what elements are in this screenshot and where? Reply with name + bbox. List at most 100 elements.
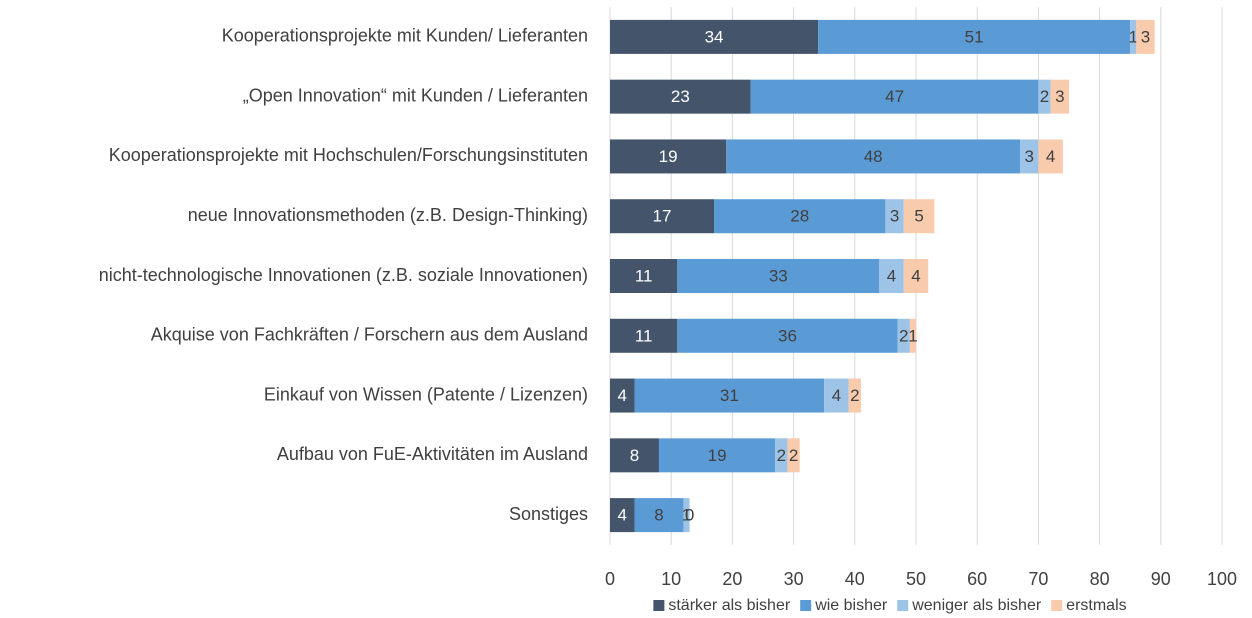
- bar-segment: [775, 438, 788, 473]
- bar-segment: [1020, 139, 1039, 174]
- data-label: 3: [1141, 27, 1150, 46]
- legend-swatch: [653, 600, 665, 611]
- bar-segment: [903, 199, 935, 234]
- x-tick-label: 20: [722, 569, 742, 589]
- data-label: 4: [618, 386, 627, 405]
- data-label: 23: [671, 87, 690, 106]
- category-label: Kooperationsprojekte mit Hochschulen/For…: [109, 145, 588, 165]
- category-label: Sonstiges: [509, 504, 588, 524]
- bar-segment: [677, 259, 880, 293]
- category-label: Kooperationsprojekte mit Kunden/ Liefera…: [222, 26, 588, 46]
- data-label: 5: [914, 207, 923, 226]
- data-label: 1: [682, 506, 691, 525]
- legend-swatch: [1051, 600, 1063, 611]
- x-tick-label: 0: [605, 569, 615, 589]
- bar-segment: [885, 199, 904, 234]
- bar-segment: [634, 378, 825, 413]
- data-label: 19: [659, 147, 678, 166]
- data-label: 48: [864, 147, 883, 166]
- legend-label: erstmals: [1066, 597, 1126, 614]
- category-label: Einkauf von Wissen (Patente / Lizenzen): [264, 384, 588, 404]
- data-label: 8: [630, 446, 639, 465]
- data-label: 2: [899, 326, 908, 345]
- data-label: 0: [685, 506, 694, 525]
- data-label: 1: [1129, 27, 1138, 46]
- bar-segment: [610, 139, 727, 174]
- data-label: 34: [705, 27, 724, 46]
- data-label: 28: [790, 207, 809, 226]
- category-label: Akquise von Fachkräften / Forschern aus …: [151, 325, 588, 345]
- bar-segment: [750, 79, 1039, 114]
- x-tick-label: 10: [661, 569, 681, 589]
- category-label: nicht-technologische Innovationen (z.B. …: [99, 265, 588, 285]
- bar-segment: [610, 438, 659, 473]
- bar-segment: [726, 139, 1021, 174]
- bar-segment: [610, 259, 678, 293]
- legend-label: wie bisher: [814, 597, 888, 614]
- x-tick-label: 70: [1028, 569, 1048, 589]
- x-tick-label: 90: [1151, 569, 1171, 589]
- bar-segment: [879, 259, 904, 293]
- bar-segment: [903, 259, 929, 293]
- bar-segment: [1038, 79, 1051, 114]
- bar-segment: [610, 79, 751, 114]
- bar-segment: [1038, 139, 1063, 174]
- data-label: 51: [965, 27, 984, 46]
- bar-segment: [1130, 19, 1137, 54]
- data-label: 33: [769, 266, 788, 285]
- data-label: 2: [789, 446, 798, 465]
- bar-segment: [610, 199, 715, 234]
- data-label: 11: [635, 326, 653, 345]
- bar-segment: [683, 498, 690, 533]
- category-label: „Open Innovation“ mit Kunden / Lieferant…: [243, 85, 588, 105]
- bar-segment: [1136, 19, 1155, 54]
- bar-segment: [610, 19, 819, 54]
- data-label: 4: [911, 266, 920, 285]
- data-label: 31: [720, 386, 739, 405]
- x-tick-label: 60: [967, 569, 987, 589]
- data-label: 47: [885, 87, 904, 106]
- bar-segment: [818, 19, 1131, 54]
- data-label: 4: [887, 266, 896, 285]
- data-label: 17: [653, 207, 672, 226]
- data-label: 19: [708, 446, 727, 465]
- bar-segment: [848, 378, 861, 413]
- bar-segment: [714, 199, 886, 234]
- data-label: 8: [654, 506, 663, 525]
- data-label: 4: [618, 506, 627, 525]
- bar-segment: [909, 318, 916, 353]
- x-tick-label: 100: [1207, 569, 1237, 589]
- bar-segment: [610, 378, 635, 413]
- bar-segment: [787, 438, 800, 473]
- legend-label: stärker als bisher: [668, 597, 790, 614]
- legend-swatch: [800, 600, 812, 611]
- bar-segment: [634, 498, 684, 533]
- bar-segment: [610, 498, 635, 533]
- data-label: 3: [890, 207, 899, 226]
- bar-segment: [658, 438, 776, 473]
- data-label: 1: [908, 326, 917, 345]
- bar-segment: [897, 318, 910, 353]
- category-label: Aufbau von FuE-Aktivitäten im Ausland: [277, 444, 588, 464]
- bar-segment: [610, 318, 678, 353]
- data-label: 4: [832, 386, 841, 405]
- bar-segment: [677, 318, 898, 353]
- data-label: 2: [850, 386, 859, 405]
- legend-swatch: [897, 600, 909, 611]
- data-label: 3: [1024, 147, 1033, 166]
- data-label: 3: [1055, 87, 1064, 106]
- data-label: 36: [778, 326, 797, 345]
- data-label: 2: [1040, 87, 1049, 106]
- x-tick-label: 40: [845, 569, 865, 589]
- bar-segment: [824, 378, 849, 413]
- x-tick-label: 80: [1090, 569, 1110, 589]
- legend-label: weniger als bisher: [911, 597, 1042, 614]
- data-label: 4: [1046, 147, 1055, 166]
- x-tick-label: 30: [784, 569, 804, 589]
- x-tick-label: 50: [906, 569, 926, 589]
- bar-segment: [1050, 79, 1069, 114]
- data-label: 2: [777, 446, 786, 465]
- data-label: 11: [635, 266, 653, 285]
- category-label: neue Innovationsmethoden (z.B. Design-Th…: [188, 205, 588, 225]
